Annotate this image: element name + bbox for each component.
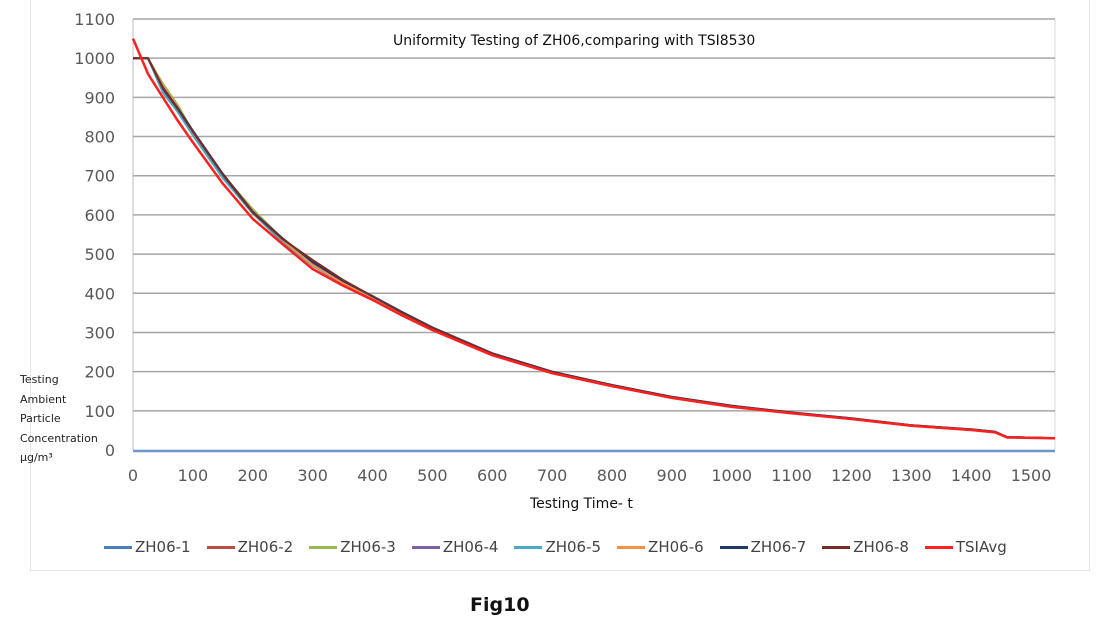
y-tick-label: 700 <box>84 167 115 186</box>
x-tick-label: 1200 <box>831 466 872 485</box>
legend-label: TSIAvg <box>955 538 1007 556</box>
legend-label: ZH06-1 <box>135 538 191 556</box>
y-label-line: μg/m³ <box>20 451 53 464</box>
legend-label: ZH06-4 <box>442 538 499 556</box>
legend-item: ZH06-7 <box>719 538 807 556</box>
y-tick-label: 900 <box>84 88 115 107</box>
figure-caption: Fig10 <box>470 594 530 616</box>
x-tick-labels: 0 100 200 300 400 500 600 700 800 900 1000 1100 1200… <box>128 466 1052 485</box>
legend-swatch <box>411 545 440 549</box>
legend-item: ZH06-2 <box>206 538 294 556</box>
legend-swatch <box>822 545 851 549</box>
chart-frame <box>30 0 1090 571</box>
y-tick-label: 600 <box>84 206 115 225</box>
y-label-line: Particle <box>20 412 61 425</box>
legend-item: ZH06-3 <box>309 538 396 556</box>
chart-title: Uniformity Testing of ZH06,comparing wit… <box>393 33 756 49</box>
y-label-line: Ambient <box>20 392 67 406</box>
x-axis-label: Testing Time- t <box>530 496 633 512</box>
legend-item: ZH06-4 <box>411 538 499 556</box>
legend-item: TSIAvg <box>924 538 1007 556</box>
x-tick-label: 500 <box>417 466 448 485</box>
legend-swatch <box>617 545 646 549</box>
y-tick-label: 500 <box>84 245 115 264</box>
y-tick-label: 0 <box>105 441 115 460</box>
series-lines <box>131 38 1056 440</box>
y-tick-label: 800 <box>84 128 115 147</box>
legend-swatch <box>719 545 748 549</box>
legend-label: ZH06-5 <box>545 538 602 556</box>
legend-swatch <box>104 545 132 549</box>
legend-label: ZH06-3 <box>340 538 396 556</box>
x-tick-label: 800 <box>597 466 628 485</box>
y-tick-label: 400 <box>84 284 115 303</box>
legend-swatch <box>514 545 543 549</box>
series-line-tsiavg <box>131 38 1056 440</box>
x-tick-label: 900 <box>657 466 688 485</box>
y-tick-labels: 0 100 200 300 400 500 600 700 800 900 1000 1100 <box>74 10 115 460</box>
legend-label: ZH06-2 <box>237 538 294 556</box>
x-tick-label: 1300 <box>891 466 932 485</box>
y-tick-label: 200 <box>84 363 115 382</box>
x-tick-label: 400 <box>357 466 388 485</box>
x-tick-label: 300 <box>297 466 328 485</box>
y-tick-label: 1000 <box>74 49 115 68</box>
y-tick-label: 1100 <box>74 10 115 29</box>
y-tick-label: 300 <box>84 323 115 342</box>
x-tick-label: 200 <box>237 466 268 485</box>
legend: ZH06-1 ZH06-2 ZH06-3 ZH06-4 ZH06-5 ZH06-6 ZH06… <box>104 538 1007 556</box>
legend-label: ZH06-8 <box>853 538 909 556</box>
x-tick-label: 1100 <box>771 466 812 485</box>
legend-swatch <box>924 545 953 549</box>
x-tick-label: 700 <box>537 466 568 485</box>
x-tick-label: 600 <box>477 466 508 485</box>
legend-item: ZH06-5 <box>514 538 601 556</box>
x-tick-label: 1400 <box>951 466 992 485</box>
y-label-line: Concentration <box>20 431 98 445</box>
x-tick-label: 100 <box>178 466 209 485</box>
legend-label: ZH06-6 <box>648 538 704 556</box>
x-tick-label: 0 <box>128 466 138 485</box>
y-axis-label: Testing Ambient Particle Concentration μ… <box>20 370 98 468</box>
x-tick-label: 1000 <box>711 466 752 485</box>
y-label-line: Testing <box>20 373 59 386</box>
gridlines <box>132 18 1056 453</box>
x-tick-label: 1500 <box>1011 466 1052 485</box>
legend-item: ZH06-6 <box>617 538 704 556</box>
legend-label: ZH06-7 <box>750 538 807 556</box>
legend-item: ZH06-8 <box>822 538 909 556</box>
legend-item: ZH06-1 <box>104 538 191 556</box>
legend-swatch <box>206 545 235 549</box>
legend-swatch <box>309 545 338 549</box>
y-tick-label: 100 <box>84 402 115 421</box>
